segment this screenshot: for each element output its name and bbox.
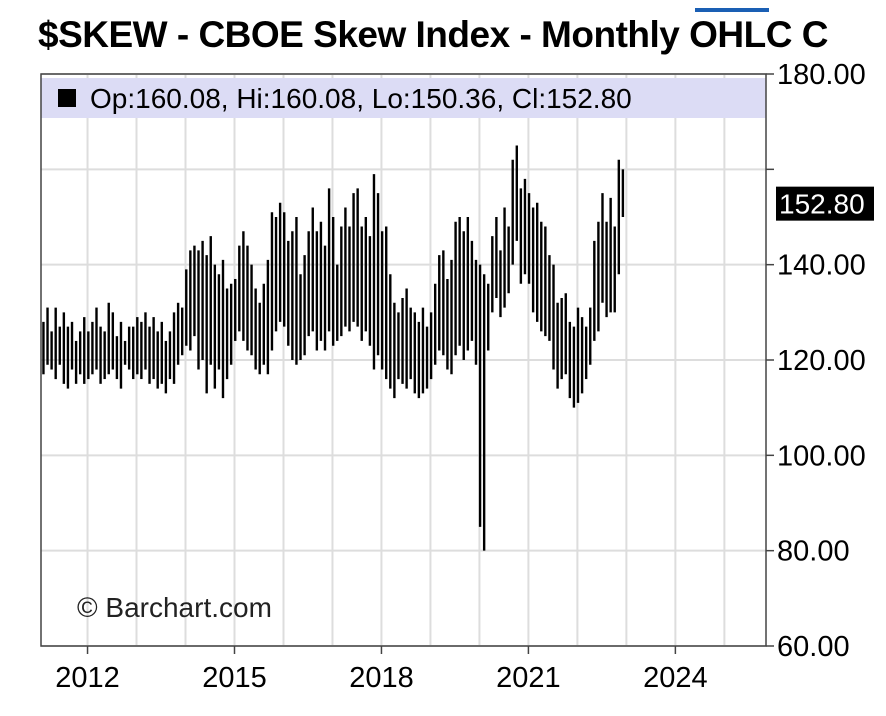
y-axis: 60.00 80.00 100.00 120.00 140.00 180.00 [766, 59, 866, 663]
chart-title: $SKEW - CBOE Skew Index - Monthly OHLC C [38, 14, 828, 55]
y-tick-label: 100.00 [777, 440, 866, 472]
last-value-label: 152.80 [779, 189, 865, 220]
y-tick-label: 80.00 [777, 536, 850, 568]
y-tick-label: 120.00 [777, 345, 866, 377]
last-value-box [776, 186, 874, 221]
y-tick-label: 180.00 [777, 59, 866, 91]
x-tick-label: 2018 [349, 662, 414, 694]
title-accent-bar [695, 8, 769, 12]
x-axis: 2012 2015 2018 2021 2024 [55, 646, 708, 694]
legend-swatch [58, 89, 76, 107]
legend-background [41, 78, 766, 118]
y-tick-label: 140.00 [777, 250, 866, 282]
x-tick-label: 2021 [496, 662, 561, 694]
barchart-watermark: © Barchart.com [77, 592, 272, 623]
price-bars [42, 145, 625, 551]
y-tick-label: 60.00 [777, 631, 850, 663]
legend-ohlc-text: Op:160.08, Hi:160.08, Lo:150.36, Cl:152.… [90, 83, 632, 114]
x-tick-label: 2024 [643, 662, 708, 694]
last-value-marker: 152.80 [776, 186, 874, 221]
x-tick-label: 2012 [55, 662, 120, 694]
x-tick-label: 2015 [202, 662, 267, 694]
